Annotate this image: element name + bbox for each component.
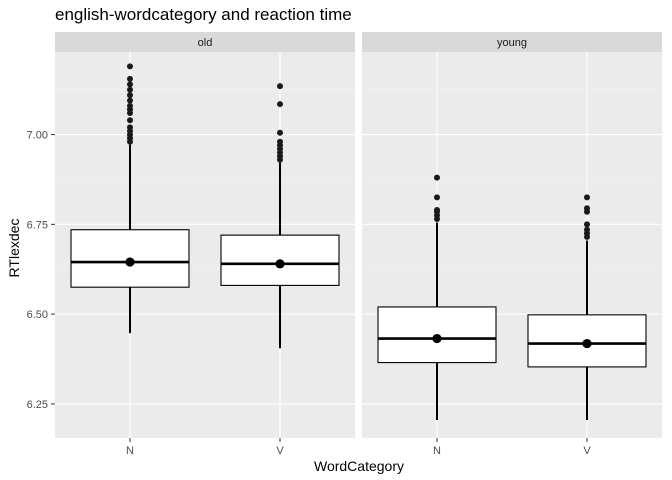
outlier-point — [127, 92, 133, 99]
outlier-point — [127, 81, 133, 88]
outlier-point — [584, 226, 590, 233]
facet-strip-label: young — [497, 37, 527, 49]
x-tick-label: V — [276, 445, 284, 457]
mean-point — [582, 338, 592, 349]
box-old-V — [220, 83, 340, 349]
facet-strip-label: old — [198, 37, 213, 49]
y-tick-label: 6.75 — [27, 219, 48, 231]
outlier-point — [277, 138, 283, 145]
facet-strip — [55, 32, 355, 52]
y-tick-label: 6.25 — [27, 399, 48, 411]
box-young-V — [527, 194, 647, 421]
x-tick-label: V — [583, 445, 591, 457]
outlier-point — [434, 194, 440, 201]
mean-point — [432, 333, 442, 344]
outlier-point — [277, 83, 283, 90]
chart-title: english-wordcategory and reaction time — [55, 5, 352, 24]
mean-point — [125, 257, 135, 267]
outlier-point — [277, 129, 283, 136]
outlier-point — [127, 63, 133, 70]
x-tick-label: N — [126, 445, 134, 457]
facet-panels: old young — [55, 32, 662, 438]
outlier-point — [127, 86, 133, 93]
outlier-point — [434, 206, 440, 213]
facet-panel-young: young — [362, 32, 662, 438]
box-young-N — [377, 174, 497, 421]
mean-point — [275, 259, 285, 269]
outlier-point — [277, 101, 283, 108]
outlier-point — [434, 174, 440, 181]
outlier-point — [127, 124, 133, 131]
outlier-point — [584, 205, 590, 212]
y-tick-label: 7.00 — [27, 130, 48, 142]
box-old-N — [70, 63, 190, 334]
x-axis-label: WordCategory — [314, 458, 404, 474]
outlier-point — [127, 97, 133, 104]
y-axis-label: RTlexdec — [6, 219, 22, 278]
outlier-point — [127, 75, 133, 82]
facet-strip — [362, 32, 662, 52]
x-tick-label: N — [433, 445, 441, 457]
outlier-point — [584, 221, 590, 228]
y-tick-label: 6.50 — [27, 309, 48, 321]
outlier-point — [127, 117, 133, 124]
outlier-point — [127, 102, 133, 109]
outlier-point — [584, 194, 590, 201]
facet-panel-old: old — [55, 32, 355, 438]
y-axis: 6.25 6.50 6.75 7.00 — [27, 130, 55, 411]
panel-background — [362, 52, 662, 438]
